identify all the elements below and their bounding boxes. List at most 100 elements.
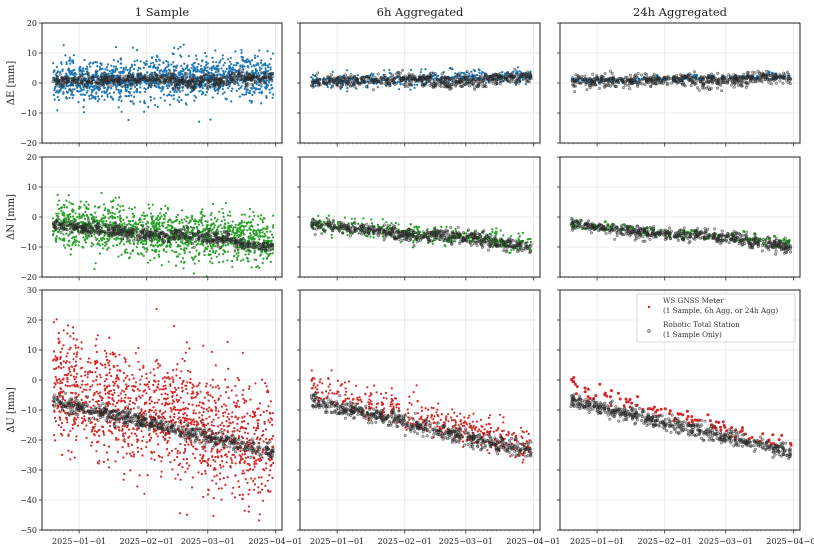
rts-point [152, 78, 157, 82]
gnss-point [185, 66, 189, 70]
gnss-point [241, 81, 244, 84]
rts-point [168, 71, 172, 75]
gnss-point [79, 85, 82, 89]
gnss-point [133, 63, 136, 67]
gnss-point [200, 60, 204, 63]
gnss-point [57, 99, 61, 102]
rts-point [494, 75, 499, 79]
rts-point [369, 76, 373, 80]
gnss-point [65, 72, 68, 75]
rts-point [112, 77, 116, 81]
rts-point [192, 78, 196, 82]
gnss-point [69, 73, 72, 76]
rts-point [393, 82, 397, 86]
rts-point [488, 74, 492, 79]
gnss-point [51, 217, 55, 220]
gnss-point [136, 91, 139, 94]
rts-point [329, 73, 333, 77]
gnss-point [208, 67, 211, 70]
rts-point [100, 76, 105, 80]
rts-point [709, 72, 714, 76]
rts-point [737, 78, 741, 83]
gnss-point [222, 260, 225, 263]
gnss-point [228, 210, 231, 213]
rts-point [123, 78, 127, 83]
rts-point [123, 84, 127, 88]
gnss-point [162, 86, 165, 89]
gnss-point [137, 66, 140, 70]
gnss-point [77, 101, 80, 104]
gnss-point [216, 226, 219, 229]
gnss-point [130, 208, 133, 211]
rts-point [239, 77, 243, 81]
rts-point [504, 77, 508, 81]
gnss-point [62, 244, 65, 247]
rts-point [347, 83, 352, 87]
gnss-point [106, 88, 109, 91]
rts-point [588, 84, 592, 88]
gnss-point [116, 207, 119, 210]
gnss-point [64, 87, 67, 90]
gnss-point [260, 102, 263, 105]
rts-point [699, 80, 703, 84]
gnss-point [254, 70, 258, 73]
gnss-point [82, 111, 86, 114]
gnss-point [230, 63, 233, 66]
rts-point [270, 75, 274, 79]
gnss-point [98, 239, 101, 243]
gnss-point [144, 88, 147, 91]
gnss-point [164, 204, 167, 207]
gnss-point [100, 95, 103, 98]
rts-point [521, 77, 525, 81]
gnss-point [178, 220, 181, 223]
rts-point [695, 79, 699, 83]
gnss-point [94, 236, 97, 239]
gnss-point [94, 211, 97, 214]
gnss-point [130, 65, 133, 68]
rts-point [379, 81, 383, 85]
rts-point [744, 76, 748, 81]
gnss-point [151, 215, 154, 218]
gnss-point [58, 199, 61, 202]
gnss-point [188, 221, 191, 224]
gnss-point [117, 203, 120, 206]
gnss-point [214, 49, 217, 52]
rts-point [751, 70, 755, 74]
gnss-point [271, 252, 274, 255]
gnss-point [235, 89, 238, 92]
gnss-point [346, 69, 349, 72]
gnss-point [474, 74, 477, 77]
gnss-point [165, 84, 168, 87]
rts-point [250, 82, 254, 86]
y-tick-label: 10 [27, 49, 37, 58]
gnss-point [140, 214, 144, 217]
gnss-point [260, 85, 263, 88]
gnss-point [83, 214, 86, 217]
rts-point [171, 80, 175, 84]
rts-point [132, 76, 136, 80]
gnss-point [266, 226, 269, 230]
gnss-point [106, 93, 109, 96]
gnss-point [157, 84, 160, 87]
gnss-point [130, 94, 133, 97]
gnss-point [85, 200, 88, 203]
rts-point [191, 86, 195, 90]
rts-point [344, 80, 348, 84]
gnss-point [148, 207, 151, 210]
gnss-point [195, 249, 198, 252]
rts-point [55, 84, 59, 88]
gnss-point [372, 73, 375, 76]
gnss-point [56, 203, 59, 206]
gnss-point [116, 215, 119, 218]
gnss-point [117, 255, 120, 258]
gnss-point [213, 226, 216, 229]
rts-point [165, 75, 169, 79]
rts-point [112, 80, 116, 85]
gnss-point [258, 66, 261, 69]
gnss-point [82, 69, 85, 73]
rts-point [189, 76, 193, 80]
gnss-point [135, 246, 138, 249]
gnss-point [105, 90, 108, 93]
gnss-point [180, 55, 183, 59]
gnss-point [116, 244, 119, 247]
